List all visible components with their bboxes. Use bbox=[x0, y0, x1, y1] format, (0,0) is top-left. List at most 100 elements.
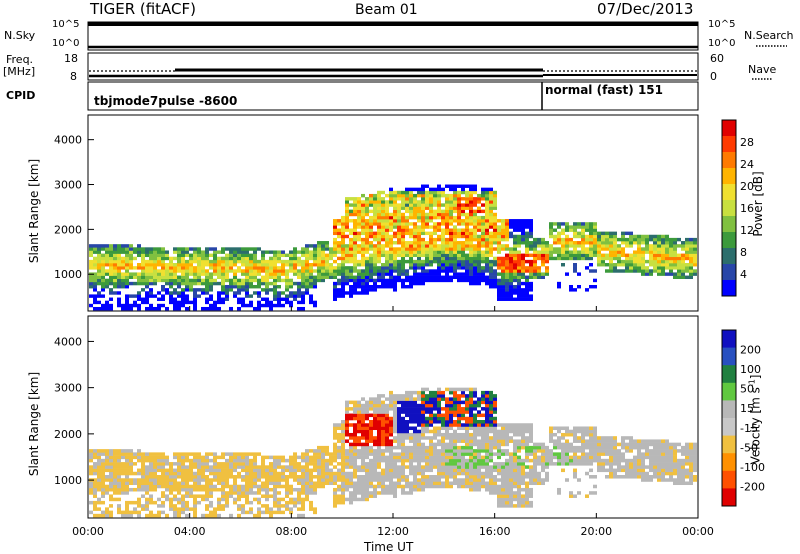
velocity-cell bbox=[461, 390, 465, 395]
power-cell bbox=[509, 284, 513, 289]
velocity-cell bbox=[177, 471, 181, 476]
power-cell bbox=[393, 263, 397, 267]
power-cell bbox=[261, 269, 265, 273]
velocity-cell bbox=[145, 491, 149, 495]
velocity-cell bbox=[477, 475, 481, 479]
power-cell bbox=[589, 253, 593, 258]
velocity-cell bbox=[113, 452, 117, 456]
velocity-cell bbox=[273, 494, 277, 498]
power-cell bbox=[589, 225, 593, 229]
velocity-cell bbox=[405, 458, 409, 463]
power-cell bbox=[229, 269, 233, 273]
power-cell bbox=[505, 275, 509, 280]
power-cell bbox=[377, 256, 381, 261]
power-cell bbox=[465, 269, 469, 273]
velocity-cell bbox=[361, 445, 365, 450]
power-cell bbox=[593, 244, 597, 248]
power-cell bbox=[309, 244, 313, 248]
power-cell bbox=[373, 269, 377, 273]
velocity-cell bbox=[389, 478, 393, 482]
power-cell bbox=[333, 225, 337, 229]
velocity-cell bbox=[241, 452, 245, 456]
velocity-cell bbox=[273, 478, 277, 482]
power-cell bbox=[309, 266, 313, 270]
velocity-cell bbox=[125, 481, 129, 486]
velocity-cell bbox=[229, 487, 233, 492]
power-cell bbox=[489, 244, 493, 248]
velocity-cell bbox=[457, 452, 461, 456]
power-cell bbox=[113, 291, 117, 295]
power-cell bbox=[609, 244, 613, 248]
velocity-cell bbox=[521, 478, 525, 482]
power-cell bbox=[673, 263, 677, 267]
velocity-cell bbox=[489, 416, 493, 421]
velocity-cell bbox=[385, 478, 389, 482]
velocity-cell bbox=[197, 475, 201, 479]
power-cell bbox=[473, 197, 477, 201]
velocity-cell bbox=[129, 465, 133, 469]
power-cell bbox=[449, 253, 453, 258]
power-cell bbox=[593, 231, 597, 236]
velocity-cell bbox=[461, 471, 465, 476]
velocity-cell bbox=[545, 465, 549, 469]
power-cell bbox=[249, 263, 253, 267]
power-cell bbox=[693, 241, 697, 245]
power-cell bbox=[433, 197, 437, 201]
velocity-cell bbox=[513, 491, 517, 495]
power-cell bbox=[181, 300, 185, 305]
velocity-cell bbox=[501, 475, 505, 479]
power-cell bbox=[105, 303, 109, 308]
power-cell bbox=[377, 206, 381, 210]
velocity-cell bbox=[405, 390, 409, 395]
power-cell bbox=[229, 259, 233, 264]
power-cell bbox=[117, 303, 121, 308]
power-cell bbox=[457, 212, 461, 217]
power-cell bbox=[461, 209, 465, 214]
velocity-cell bbox=[89, 455, 93, 460]
velocity-cell bbox=[401, 449, 405, 453]
velocity-cell bbox=[477, 432, 481, 437]
velocity-cell bbox=[357, 413, 361, 418]
velocity-cell bbox=[305, 484, 309, 489]
velocity-cell bbox=[205, 504, 209, 508]
velocity-cell bbox=[353, 475, 357, 479]
velocity-cell bbox=[213, 484, 217, 489]
power-cell bbox=[513, 241, 517, 245]
power-cell bbox=[353, 250, 357, 254]
velocity-cell bbox=[361, 452, 365, 456]
power-cell bbox=[337, 247, 341, 251]
velocity-cell bbox=[449, 407, 453, 411]
power-cell bbox=[381, 237, 385, 242]
velocity-cell bbox=[421, 400, 425, 405]
velocity-cell bbox=[497, 504, 501, 508]
power-cell bbox=[573, 253, 577, 258]
velocity-cell bbox=[113, 475, 117, 479]
power-cell bbox=[193, 247, 197, 251]
sky-tick-bottom-left: 10^0 bbox=[52, 38, 80, 49]
power-cell bbox=[477, 253, 481, 258]
velocity-cell bbox=[441, 442, 445, 447]
power-cell bbox=[345, 200, 349, 204]
power-cell bbox=[573, 266, 577, 270]
velocity-cell bbox=[397, 458, 401, 463]
power-cell bbox=[221, 284, 225, 289]
power-cell bbox=[289, 253, 293, 258]
velocity-cell bbox=[401, 445, 405, 450]
power-cell bbox=[257, 266, 261, 270]
power-cell bbox=[185, 259, 189, 264]
power-cell bbox=[449, 250, 453, 254]
power-cell bbox=[413, 259, 417, 264]
velocity-cell bbox=[161, 510, 165, 515]
power-cell bbox=[281, 278, 285, 283]
velocity-cell bbox=[221, 452, 225, 456]
power-cell bbox=[609, 253, 613, 258]
velocity-cell bbox=[185, 507, 189, 511]
velocity-cell bbox=[145, 458, 149, 463]
velocity-cell bbox=[333, 436, 337, 440]
velocity-cell bbox=[185, 491, 189, 495]
power-cell bbox=[289, 291, 293, 295]
velocity-cell bbox=[389, 445, 393, 450]
power-cell bbox=[189, 288, 193, 292]
power-cell bbox=[649, 253, 653, 258]
power-cell bbox=[377, 231, 381, 236]
